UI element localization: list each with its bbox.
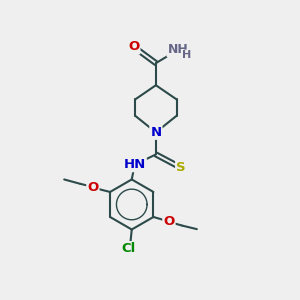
Text: N: N — [150, 126, 161, 139]
Text: NH: NH — [168, 44, 188, 56]
Text: O: O — [128, 40, 140, 53]
Text: H: H — [182, 50, 191, 60]
Text: O: O — [163, 215, 175, 228]
Text: O: O — [87, 181, 98, 194]
Text: Cl: Cl — [122, 242, 136, 255]
Text: HN: HN — [124, 158, 146, 171]
Text: S: S — [176, 161, 186, 174]
